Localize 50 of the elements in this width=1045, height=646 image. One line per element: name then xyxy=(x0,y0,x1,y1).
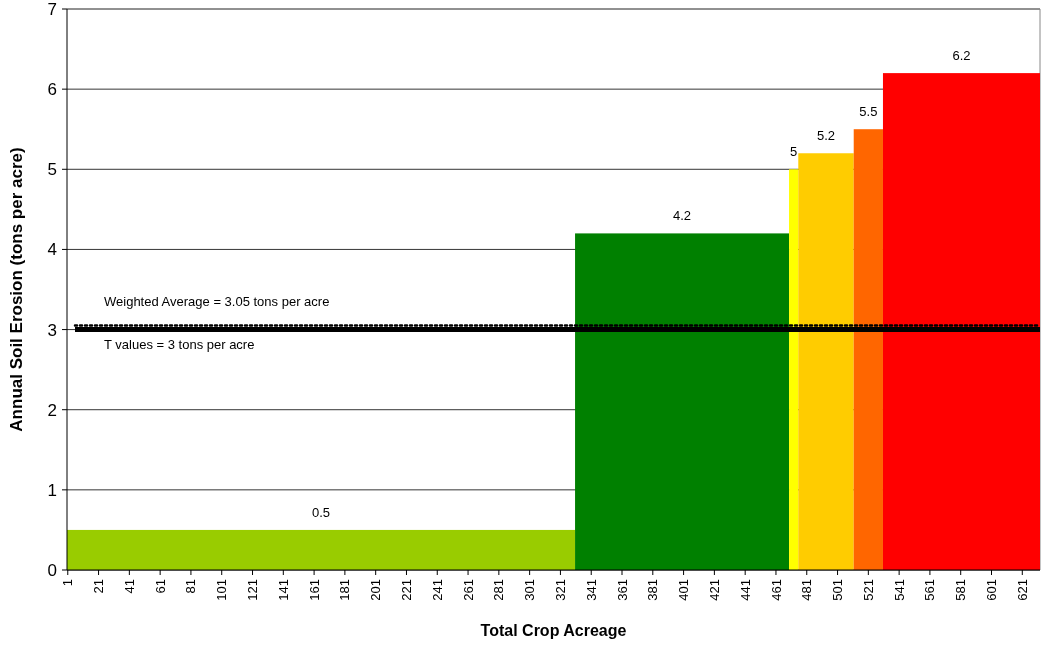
x-tick-label: 101 xyxy=(214,579,230,601)
ref-line-label: Weighted Average = 3.05 tons per acre xyxy=(104,293,330,309)
data-label: 5.2 xyxy=(816,128,836,144)
y-tick-label: 0 xyxy=(47,560,57,580)
x-tick-label: 181 xyxy=(337,579,353,601)
x-tick-label: 501 xyxy=(830,579,846,601)
x-tick-label: 401 xyxy=(676,579,692,601)
x-tick-label: 421 xyxy=(706,579,722,601)
data-label: 4.2 xyxy=(673,208,692,224)
x-tick-label: 221 xyxy=(399,579,415,601)
y-tick-label: 5 xyxy=(47,160,57,180)
ref-line-label: T values = 3 tons per acre xyxy=(104,336,255,352)
data-label: 0.5 xyxy=(311,504,331,520)
x-tick-label: 581 xyxy=(953,579,969,601)
x-tick-label: 541 xyxy=(891,579,907,601)
x-tick-label: 301 xyxy=(522,579,538,601)
y-tick-label: 6 xyxy=(47,80,57,100)
y-tick-label: 1 xyxy=(47,480,57,500)
x-axis-title: Total Crop Acreage xyxy=(480,622,627,639)
x-tick-label: 21 xyxy=(91,579,107,594)
x-tick-label: 441 xyxy=(737,579,753,601)
x-tick-label: 481 xyxy=(799,579,815,601)
data-label: 5 xyxy=(790,144,798,160)
x-tick-label: 461 xyxy=(768,579,784,601)
x-tick-label: 561 xyxy=(922,579,938,601)
x-tick-label: 281 xyxy=(491,579,507,601)
x-tick-label: 121 xyxy=(245,579,261,601)
x-tick-label: 241 xyxy=(429,579,445,601)
y-axis-title: Annual Soil Erosion (tons per acre) xyxy=(7,147,26,432)
x-tick-label: 1 xyxy=(60,579,76,587)
data-label: 5.5 xyxy=(859,104,878,120)
y-tick-label: 2 xyxy=(47,400,57,420)
x-tick-label: 41 xyxy=(121,579,137,594)
x-tick-label: 521 xyxy=(860,579,876,601)
y-tick-label: 7 xyxy=(47,0,57,19)
x-tick-label: 341 xyxy=(583,579,599,601)
x-tick-label: 321 xyxy=(552,579,568,601)
x-tick-label: 621 xyxy=(1014,579,1030,601)
x-tick-label: 201 xyxy=(368,579,384,601)
x-tick-label: 141 xyxy=(275,579,291,601)
y-tick-label: 3 xyxy=(47,320,57,340)
x-tick-label: 381 xyxy=(645,579,661,601)
x-tick-label: 81 xyxy=(183,579,199,594)
x-tick-label: 261 xyxy=(460,579,476,601)
x-tick-label: 361 xyxy=(614,579,630,601)
data-label: 6.2 xyxy=(952,48,971,64)
y-tick-label: 4 xyxy=(47,240,57,260)
x-tick-label: 601 xyxy=(984,579,1000,601)
x-tick-label: 61 xyxy=(152,579,168,594)
x-tick-label: 161 xyxy=(306,579,322,601)
